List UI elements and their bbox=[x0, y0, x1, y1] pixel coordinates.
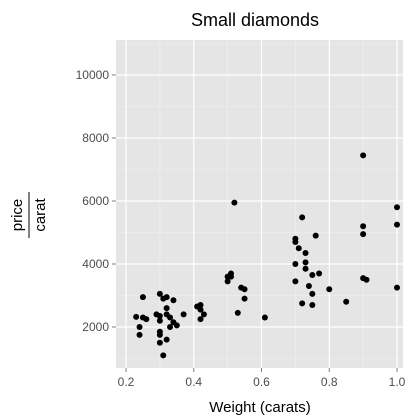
data-point bbox=[360, 152, 367, 159]
y-tick-label: 10000 bbox=[76, 68, 110, 82]
plot-panel bbox=[116, 40, 403, 368]
data-point bbox=[360, 231, 367, 238]
y-tick-label: 6000 bbox=[82, 194, 109, 208]
data-point bbox=[363, 276, 370, 283]
data-point bbox=[394, 204, 400, 211]
data-point bbox=[197, 316, 204, 323]
data-point bbox=[295, 245, 302, 252]
chart-title: Small diamonds bbox=[191, 10, 319, 30]
data-point bbox=[156, 290, 163, 297]
data-point bbox=[292, 278, 299, 285]
x-axis: 0.2 0.4 0.6 0.8 1.0 bbox=[118, 368, 406, 389]
data-point bbox=[299, 214, 306, 221]
data-point bbox=[309, 272, 316, 279]
data-point bbox=[228, 273, 235, 280]
data-point bbox=[173, 322, 180, 329]
data-point bbox=[292, 261, 299, 267]
data-point bbox=[167, 324, 174, 330]
data-point bbox=[302, 265, 309, 272]
data-point bbox=[160, 352, 167, 359]
data-point bbox=[156, 331, 163, 338]
data-point bbox=[241, 295, 248, 302]
data-point bbox=[299, 300, 306, 307]
data-point bbox=[136, 331, 143, 338]
data-point bbox=[167, 314, 174, 321]
data-point bbox=[312, 232, 319, 239]
data-point bbox=[394, 284, 400, 291]
data-point bbox=[200, 311, 207, 318]
data-point bbox=[133, 313, 140, 320]
data-point bbox=[224, 278, 231, 285]
x-axis-title: Weight (carats) bbox=[209, 399, 310, 416]
data-point bbox=[241, 286, 248, 293]
data-point bbox=[302, 259, 309, 266]
y-axis-title-numerator: price bbox=[9, 199, 26, 232]
data-point bbox=[163, 336, 170, 343]
data-point bbox=[197, 306, 204, 313]
x-tick-label: 1.0 bbox=[389, 375, 406, 389]
data-point bbox=[234, 309, 241, 316]
data-point bbox=[394, 221, 400, 228]
x-tick-label: 0.6 bbox=[253, 375, 270, 389]
data-point bbox=[180, 311, 187, 318]
data-point bbox=[156, 317, 163, 324]
data-point bbox=[156, 312, 163, 319]
data-point bbox=[261, 314, 268, 321]
y-tick-label: 8000 bbox=[82, 131, 109, 145]
data-point bbox=[326, 286, 333, 293]
data-point bbox=[156, 339, 163, 346]
grid-lines bbox=[116, 40, 403, 368]
data-point bbox=[136, 324, 143, 330]
data-point bbox=[231, 199, 238, 206]
x-tick-label: 0.8 bbox=[321, 375, 338, 389]
y-axis: 2000 4000 6000 8000 10000 bbox=[76, 68, 116, 334]
y-tick-label: 4000 bbox=[82, 257, 109, 271]
data-point bbox=[292, 238, 299, 245]
data-point bbox=[316, 270, 323, 277]
data-point bbox=[343, 298, 350, 305]
data-point bbox=[197, 301, 204, 308]
x-tick-label: 0.4 bbox=[185, 375, 202, 389]
data-point bbox=[302, 249, 309, 256]
y-axis-title-denominator: carat bbox=[32, 198, 49, 232]
data-point bbox=[163, 305, 170, 312]
data-point bbox=[163, 294, 170, 301]
data-point bbox=[305, 283, 312, 290]
data-points bbox=[133, 152, 400, 359]
data-point bbox=[139, 294, 146, 301]
data-point bbox=[360, 223, 367, 230]
data-point bbox=[309, 301, 316, 308]
data-point bbox=[170, 297, 177, 304]
y-tick-label: 2000 bbox=[82, 320, 109, 334]
data-point bbox=[309, 290, 316, 297]
data-point bbox=[143, 316, 150, 323]
x-tick-label: 0.2 bbox=[118, 375, 135, 389]
y-axis-title: price carat bbox=[9, 192, 49, 238]
